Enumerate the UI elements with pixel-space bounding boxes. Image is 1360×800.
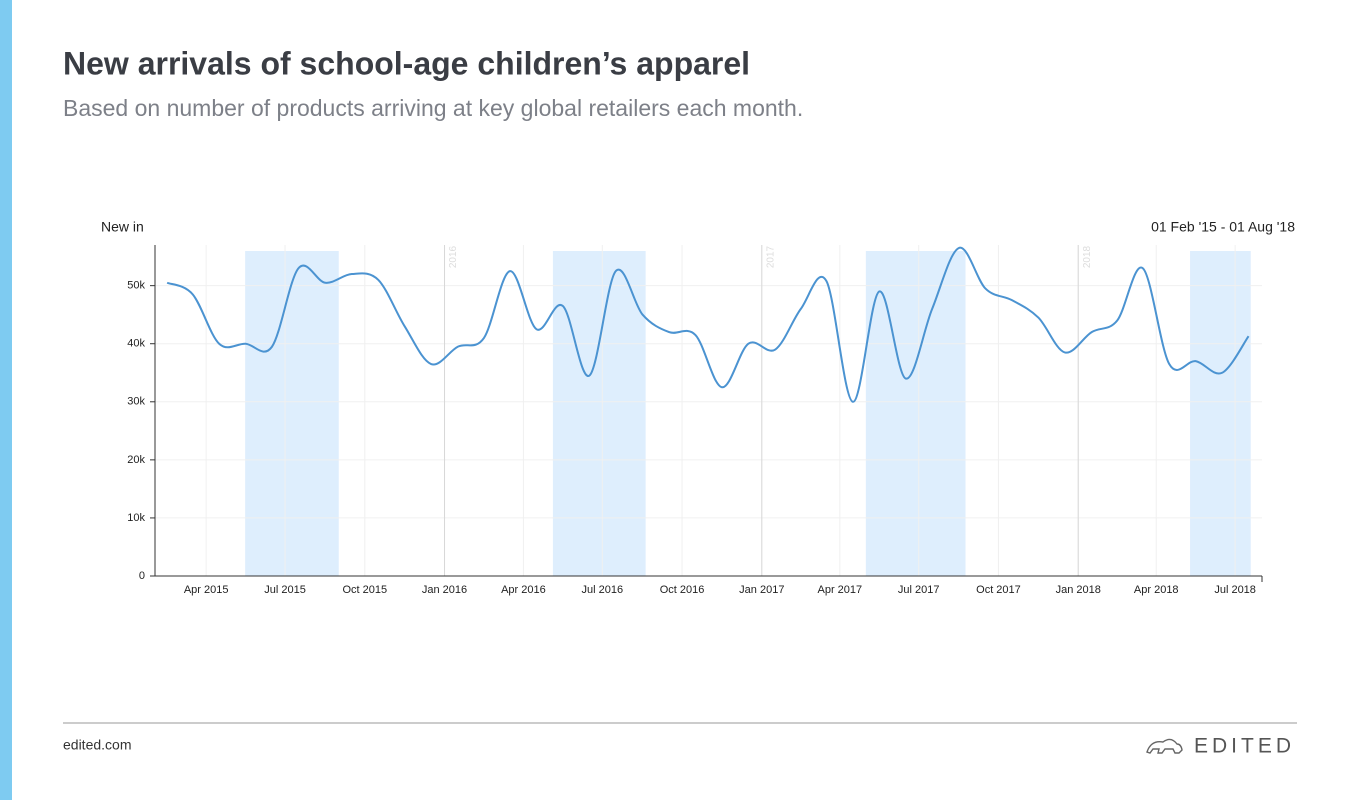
highlight-band bbox=[1190, 251, 1251, 576]
y-tick-label: 40k bbox=[127, 338, 145, 350]
highlight-band bbox=[245, 251, 339, 576]
x-tick-label: Jan 2017 bbox=[739, 584, 784, 596]
x-tick-label: Oct 2017 bbox=[976, 584, 1021, 596]
x-tick-label: Jul 2016 bbox=[582, 584, 624, 596]
x-tick-label: Apr 2018 bbox=[1134, 584, 1179, 596]
y-tick-label: 20k bbox=[127, 454, 145, 466]
x-tick-label: Apr 2016 bbox=[501, 584, 546, 596]
y-tick-label: 10k bbox=[127, 512, 145, 524]
chart-title: New arrivals of school-age children’s ap… bbox=[63, 45, 750, 81]
year-label: 2018 bbox=[1082, 245, 1093, 268]
highlight-band bbox=[552, 251, 646, 576]
x-tick-label: Apr 2017 bbox=[818, 584, 863, 596]
x-tick-label: Jul 2018 bbox=[1214, 584, 1256, 596]
y-tick-label: 0 bbox=[139, 570, 145, 582]
x-tick-label: Jul 2015 bbox=[264, 584, 306, 596]
x-tick-label: Oct 2015 bbox=[342, 584, 387, 596]
year-label: 2016 bbox=[448, 245, 459, 268]
year-label: 2017 bbox=[765, 245, 776, 268]
x-tick-label: Jan 2016 bbox=[422, 584, 467, 596]
y-tick-label: 50k bbox=[127, 280, 145, 292]
x-tick-label: Jul 2017 bbox=[898, 584, 940, 596]
brand-name: EDITED bbox=[1194, 735, 1295, 758]
y-axis-label: New in bbox=[101, 219, 144, 235]
y-tick-label: 30k bbox=[127, 396, 145, 408]
side-bar bbox=[0, 0, 12, 800]
footer-url: edited.com bbox=[63, 737, 131, 753]
chart-subtitle: Based on number of products arriving at … bbox=[63, 95, 803, 121]
x-tick-label: Jan 2018 bbox=[1056, 584, 1101, 596]
x-tick-label: Apr 2015 bbox=[184, 584, 229, 596]
highlight-band bbox=[865, 251, 966, 576]
line-series bbox=[166, 246, 1250, 403]
x-tick-label: Oct 2016 bbox=[660, 584, 705, 596]
brand-logo bbox=[1146, 738, 1183, 754]
date-range: 01 Feb '15 - 01 Aug '18 bbox=[1151, 219, 1295, 235]
